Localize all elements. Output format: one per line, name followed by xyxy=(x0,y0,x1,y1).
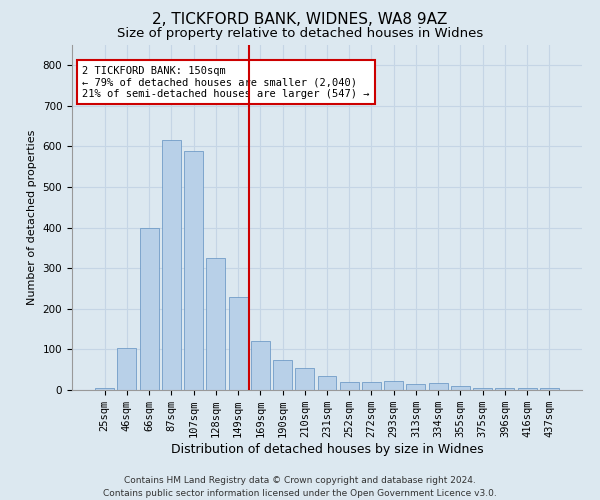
Bar xyxy=(473,388,492,390)
Bar xyxy=(206,258,225,390)
Bar xyxy=(451,386,470,390)
Text: 2 TICKFORD BANK: 150sqm
← 79% of detached houses are smaller (2,040)
21% of semi: 2 TICKFORD BANK: 150sqm ← 79% of detache… xyxy=(82,66,370,99)
Bar xyxy=(429,382,448,390)
Text: Size of property relative to detached houses in Widnes: Size of property relative to detached ho… xyxy=(117,28,483,40)
Bar xyxy=(362,382,381,390)
Bar xyxy=(229,296,248,390)
Bar xyxy=(496,388,514,390)
X-axis label: Distribution of detached houses by size in Widnes: Distribution of detached houses by size … xyxy=(170,443,484,456)
Bar xyxy=(273,360,292,390)
Bar xyxy=(184,150,203,390)
Bar xyxy=(140,228,158,390)
Bar xyxy=(518,388,536,390)
Bar xyxy=(295,368,314,390)
Text: Contains HM Land Registry data © Crown copyright and database right 2024.
Contai: Contains HM Land Registry data © Crown c… xyxy=(103,476,497,498)
Bar xyxy=(384,381,403,390)
Bar xyxy=(162,140,181,390)
Bar xyxy=(118,348,136,390)
Y-axis label: Number of detached properties: Number of detached properties xyxy=(27,130,37,305)
Bar xyxy=(317,376,337,390)
Bar xyxy=(340,382,359,390)
Bar xyxy=(406,384,425,390)
Bar xyxy=(540,388,559,390)
Bar xyxy=(95,388,114,390)
Bar xyxy=(251,342,270,390)
Text: 2, TICKFORD BANK, WIDNES, WA8 9AZ: 2, TICKFORD BANK, WIDNES, WA8 9AZ xyxy=(152,12,448,28)
